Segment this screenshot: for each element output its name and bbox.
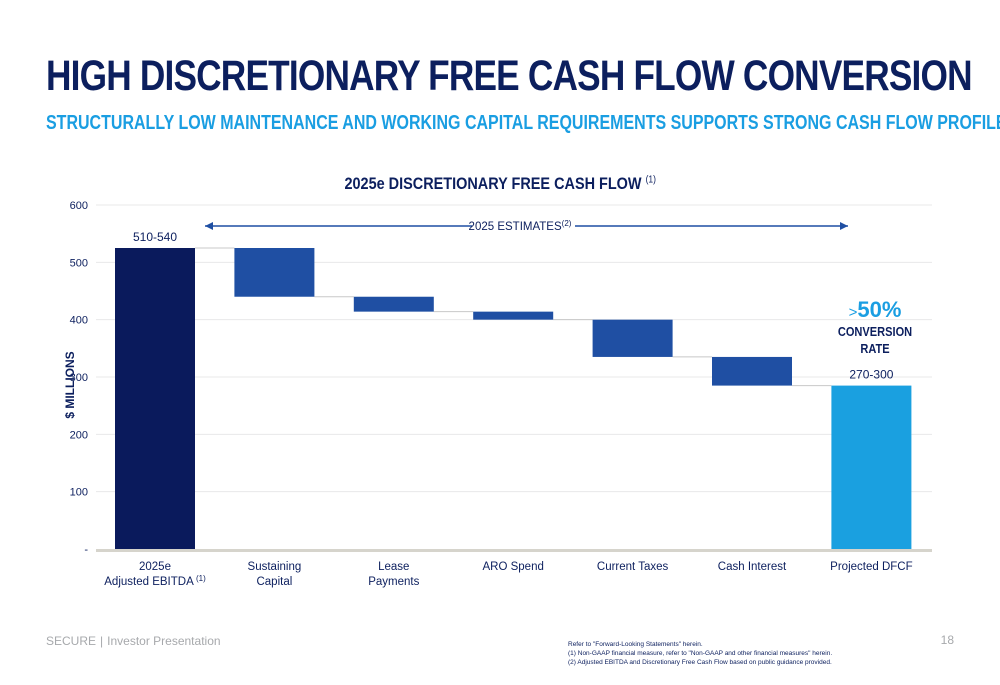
bar-5 (592, 319, 673, 357)
footer-company: SECURE (46, 634, 97, 648)
x-tick-label: ARO Spend (483, 561, 544, 573)
footnote-1: (1) Non-GAAP financial measure, refer to… (568, 650, 833, 657)
x-tick-label-line2: Capital (256, 576, 292, 588)
y-tick-label: 400 (70, 315, 88, 327)
y-tick-label: - (84, 544, 88, 556)
arrowhead-left (205, 222, 213, 230)
y-tick-label: 500 (70, 257, 88, 269)
callout-line2: RATE (860, 341, 890, 356)
footnote-2: (2) Adjusted EBITDA and Discretionary Fr… (568, 659, 832, 666)
x-tick-label-line2: Adjusted EBITDA (1) (104, 574, 206, 588)
bar-6 (712, 356, 792, 386)
x-tick-label: Sustaining (248, 561, 302, 573)
footer-presentation: Investor Presentation (107, 634, 221, 648)
x-tick-label: Current Taxes (597, 561, 669, 573)
bar-3 (353, 296, 434, 312)
chart-title-wrap: 2025e DISCRETIONARY FREE CASH FLOW (1) (0, 174, 1000, 194)
callout-line1: CONVERSION (837, 324, 913, 339)
footer-separator: | (100, 634, 104, 648)
arrowhead-right (840, 222, 848, 230)
y-tick-label: 200 (70, 429, 88, 441)
page-subtitle: STRUCTURALLY LOW MAINTENANCE AND WORKING… (46, 112, 1000, 134)
y-tick-label: 600 (70, 200, 88, 212)
bar-value-label: 270-300 (849, 368, 893, 382)
bar-2 (234, 248, 315, 297)
page-title: HIGH DISCRETIONARY FREE CASH FLOW CONVER… (46, 52, 973, 100)
footnote-0: Refer to "Forward-Looking Statements" he… (568, 641, 703, 648)
page-number: 18 (940, 633, 954, 647)
footnotes: Refer to "Forward-Looking Statements" he… (568, 640, 832, 667)
bar-value-label: 510-540 (133, 230, 177, 244)
x-tick-label-line2: Payments (368, 576, 419, 588)
x-tick-label: Projected DFCF (830, 561, 912, 573)
x-tick-label: Lease (378, 561, 409, 573)
estimates-label: 2025 ESTIMATES(2) (469, 219, 572, 233)
x-tick-label: Cash Interest (718, 561, 787, 573)
bar-1 (115, 248, 195, 549)
chart-title: 2025e DISCRETIONARY FREE CASH FLOW (1) (344, 174, 656, 193)
y-tick-label: 100 (70, 487, 88, 499)
bar-7 (831, 385, 912, 549)
callout-gt: > (848, 304, 858, 321)
y-tick-label: 300 (70, 372, 88, 384)
x-tick-label: 2025e (139, 561, 171, 573)
conversion-callout: >50% CONVERSION RATE (820, 297, 930, 357)
footer-brand: SECURE | Investor Presentation (46, 634, 221, 648)
baseline (96, 549, 932, 552)
chart-title-footnote: (1) (645, 174, 656, 186)
bar-4 (473, 311, 554, 320)
callout-value: 50% (857, 297, 902, 322)
